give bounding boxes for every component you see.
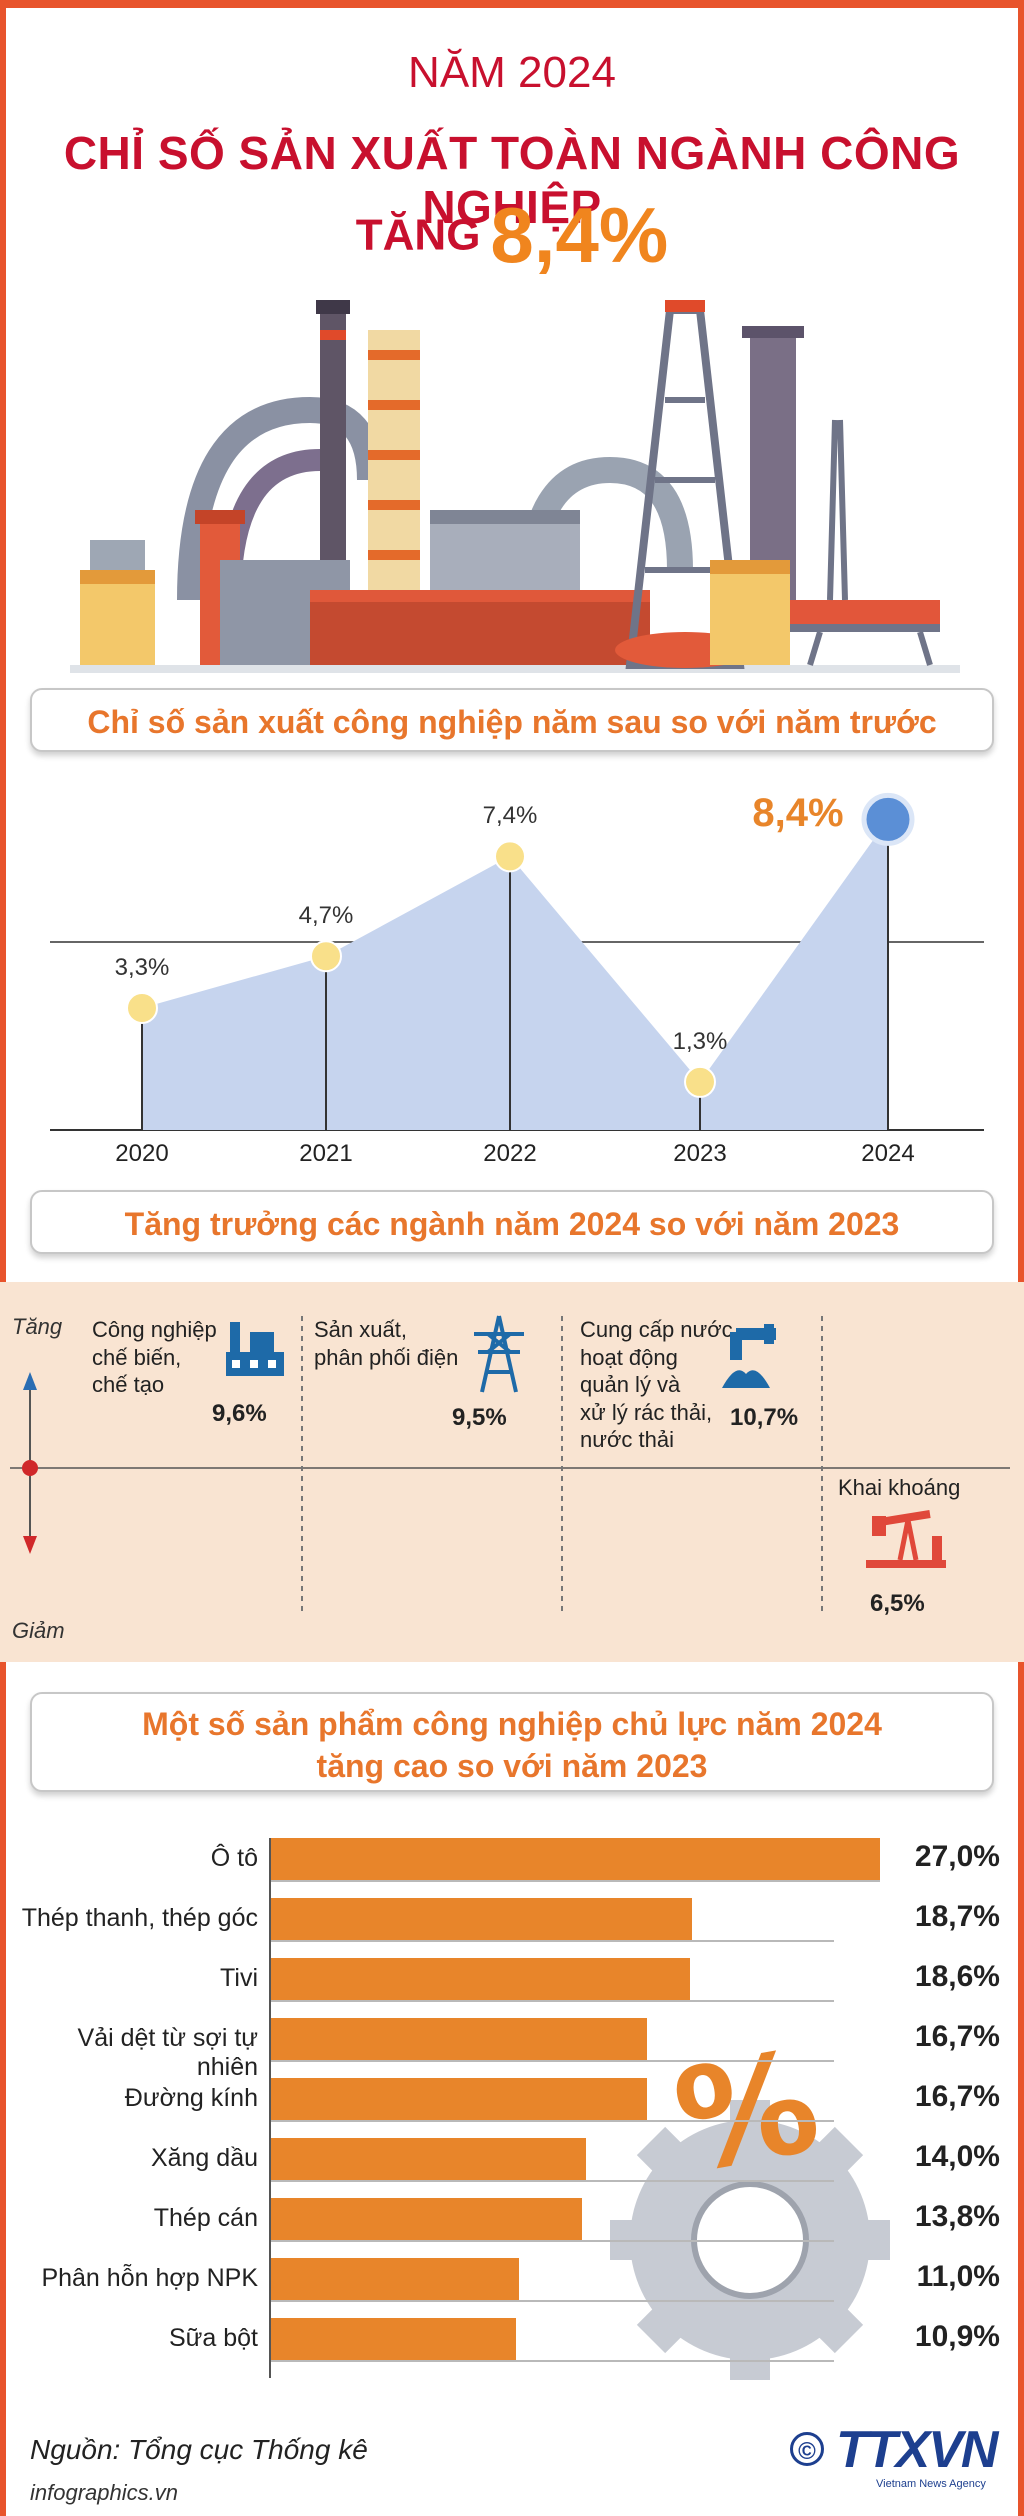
bar-6 xyxy=(270,2198,582,2240)
bar-category-label: Tivi xyxy=(220,1964,258,1992)
index-area-chart xyxy=(50,792,984,1131)
bar-value-label: 16,7% xyxy=(914,2020,1000,2053)
x-tick-2020: 2020 xyxy=(115,1140,169,1167)
source-note: Nguồn: Tổng cục Thống kê xyxy=(30,2434,368,2465)
bar-track xyxy=(270,1940,834,1942)
data-point-2024 xyxy=(861,792,915,846)
area-fill xyxy=(142,819,888,1130)
bar-value-label: 18,6% xyxy=(914,1960,1000,1993)
sector-chart-panel xyxy=(0,1282,1024,1662)
bar-track xyxy=(270,2300,834,2302)
bar-axis xyxy=(269,1838,271,2378)
bar-category-label: Ô tô xyxy=(210,1844,258,1872)
site-link[interactable]: infographics.vn xyxy=(30,2480,178,2505)
sector-value-mining: 6,5% xyxy=(870,1590,925,1617)
agency-subtitle: Vietnam News Agency xyxy=(876,2478,986,2490)
bar-2 xyxy=(270,1958,691,2000)
svg-text:%: % xyxy=(664,2040,830,2205)
bar-track xyxy=(270,2180,834,2182)
bar-track xyxy=(270,2120,834,2122)
sector-value-manufacturing: 9,6% xyxy=(212,1400,267,1427)
bar-track xyxy=(270,2360,834,2362)
bar-3 xyxy=(270,2018,648,2060)
bar-category-label: Sữa bột xyxy=(168,2324,258,2352)
products-chart-title: Một số sản phẩm công nghiệp chủ lực năm … xyxy=(30,1692,994,1792)
bar-track xyxy=(270,2240,834,2242)
data-point-2020 xyxy=(126,991,158,1024)
sector-name-water: Cung cấp nước, hoạt động quản lý và xử l… xyxy=(580,1317,739,1452)
axis-up-label: Tăng xyxy=(12,1314,63,1339)
value-label-2022: 7,4% xyxy=(482,802,538,830)
bar-category-label: Vải dệt từ sợi tự nhiên xyxy=(77,2024,258,2081)
bar-7 xyxy=(270,2258,519,2300)
value-label-2021: 4,7% xyxy=(298,902,354,930)
copyright-icon: © xyxy=(790,2432,824,2466)
bar-value-label: 16,7% xyxy=(914,2080,1000,2113)
bar-value-label: 27,0% xyxy=(914,1840,1000,1873)
year-title: NĂM 2024 xyxy=(408,48,616,97)
bar-value-label: 13,8% xyxy=(914,2200,1000,2233)
bar-category-label: Thép cán xyxy=(153,2204,258,2232)
headline-rise: TĂNG 8,4% xyxy=(0,190,1024,281)
data-point-2022 xyxy=(494,840,526,873)
bar-1 xyxy=(270,1898,693,1940)
main-title: CHỈ SỐ SẢN XUẤT TOÀN NGÀNH CÔNG NGHIỆP xyxy=(63,127,961,233)
agency-logo: TTXVN xyxy=(836,2421,998,2479)
x-tick-2024: 2024 xyxy=(861,1140,915,1167)
sector-value-electricity: 9,5% xyxy=(452,1404,507,1431)
bar-0 xyxy=(270,1838,880,1880)
index-chart-title: Chỉ số sản xuất công nghiệp năm sau so v… xyxy=(30,688,994,752)
rise-word: TĂNG xyxy=(355,210,481,260)
factory-icon xyxy=(226,1322,284,1376)
value-label-2024: 8,4% xyxy=(752,791,844,836)
bar-track xyxy=(270,2000,834,2002)
bar-category-label: Phân hỗn hợp NPK xyxy=(41,2264,258,2292)
x-tick-2023: 2023 xyxy=(673,1140,727,1167)
power-tower-icon xyxy=(474,1315,524,1393)
bar-value-label: 14,0% xyxy=(914,2140,1000,2173)
rise-value: 8,4% xyxy=(490,191,669,279)
value-label-2020: 3,3% xyxy=(114,953,170,981)
bar-value-label: 18,7% xyxy=(914,1900,1000,1933)
bar-4 xyxy=(270,2078,648,2120)
bar-category-label: Đường kính xyxy=(124,2084,258,2112)
bar-category-label: Thép thanh, thép góc xyxy=(21,1904,258,1932)
bar-category-label: Xăng dầu xyxy=(150,2144,258,2172)
sector-chart-title: Tăng trưởng các ngành năm 2024 so với nă… xyxy=(30,1190,994,1254)
bar-5 xyxy=(270,2138,587,2180)
sector-name-electricity: Sản xuất, phân phối điện xyxy=(314,1317,459,1370)
value-label-2023: 1,3% xyxy=(672,1027,728,1055)
oil-pump-icon xyxy=(866,1510,946,1568)
bar-8 xyxy=(270,2318,517,2360)
bar-value-label: 11,0% xyxy=(916,2260,1000,2293)
sector-name-mining: Khai khoáng xyxy=(838,1475,961,1500)
bar-value-label: 10,9% xyxy=(914,2320,1000,2353)
water-tap-icon xyxy=(722,1324,776,1388)
factory-illustration xyxy=(70,300,960,673)
data-point-2021 xyxy=(310,940,342,973)
axis-down-label: Giảm xyxy=(12,1618,65,1643)
bar-track xyxy=(270,1880,880,1882)
data-point-2023 xyxy=(684,1065,716,1098)
sector-value-water: 10,7% xyxy=(730,1404,799,1431)
bar-track xyxy=(270,2060,834,2062)
sector-name-manufacturing: Công nghiệp chế biến, chế tạo xyxy=(92,1317,217,1397)
sector-axis xyxy=(10,1316,1010,1616)
x-tick-2022: 2022 xyxy=(483,1140,537,1167)
x-tick-2021: 2021 xyxy=(299,1140,353,1167)
